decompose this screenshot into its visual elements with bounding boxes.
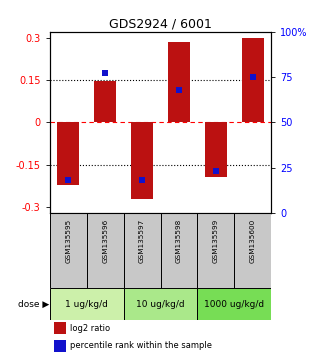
Bar — [242, 38, 264, 122]
Bar — [124, 213, 160, 288]
Bar — [87, 213, 124, 288]
Text: GSM135595: GSM135595 — [65, 219, 71, 263]
Point — [177, 87, 182, 93]
Bar — [57, 122, 79, 184]
Text: 10 ug/kg/d: 10 ug/kg/d — [136, 300, 185, 309]
Bar — [54, 340, 66, 352]
Bar — [168, 42, 190, 122]
Point — [66, 177, 71, 183]
Text: 1000 ug/kg/d: 1000 ug/kg/d — [204, 300, 265, 309]
Bar — [54, 322, 66, 334]
Bar — [124, 288, 197, 320]
Text: GSM135599: GSM135599 — [213, 219, 219, 263]
Point — [140, 177, 145, 183]
Bar — [205, 122, 227, 177]
Bar — [197, 213, 234, 288]
Text: GSM135596: GSM135596 — [102, 219, 108, 263]
Title: GDS2924 / 6001: GDS2924 / 6001 — [109, 18, 212, 31]
Bar — [160, 213, 197, 288]
Point — [102, 71, 108, 76]
Text: GSM135600: GSM135600 — [250, 219, 256, 263]
Text: dose ▶: dose ▶ — [18, 300, 49, 309]
Text: GSM135597: GSM135597 — [139, 219, 145, 263]
Text: percentile rank within the sample: percentile rank within the sample — [70, 341, 212, 350]
Bar — [131, 122, 153, 199]
Bar — [94, 81, 116, 122]
Bar — [50, 288, 124, 320]
Point — [213, 169, 218, 174]
Bar — [50, 213, 87, 288]
Bar — [234, 213, 271, 288]
Text: log2 ratio: log2 ratio — [70, 324, 110, 333]
Bar — [197, 288, 271, 320]
Text: GSM135598: GSM135598 — [176, 219, 182, 263]
Text: 1 ug/kg/d: 1 ug/kg/d — [65, 300, 108, 309]
Point — [250, 74, 256, 80]
